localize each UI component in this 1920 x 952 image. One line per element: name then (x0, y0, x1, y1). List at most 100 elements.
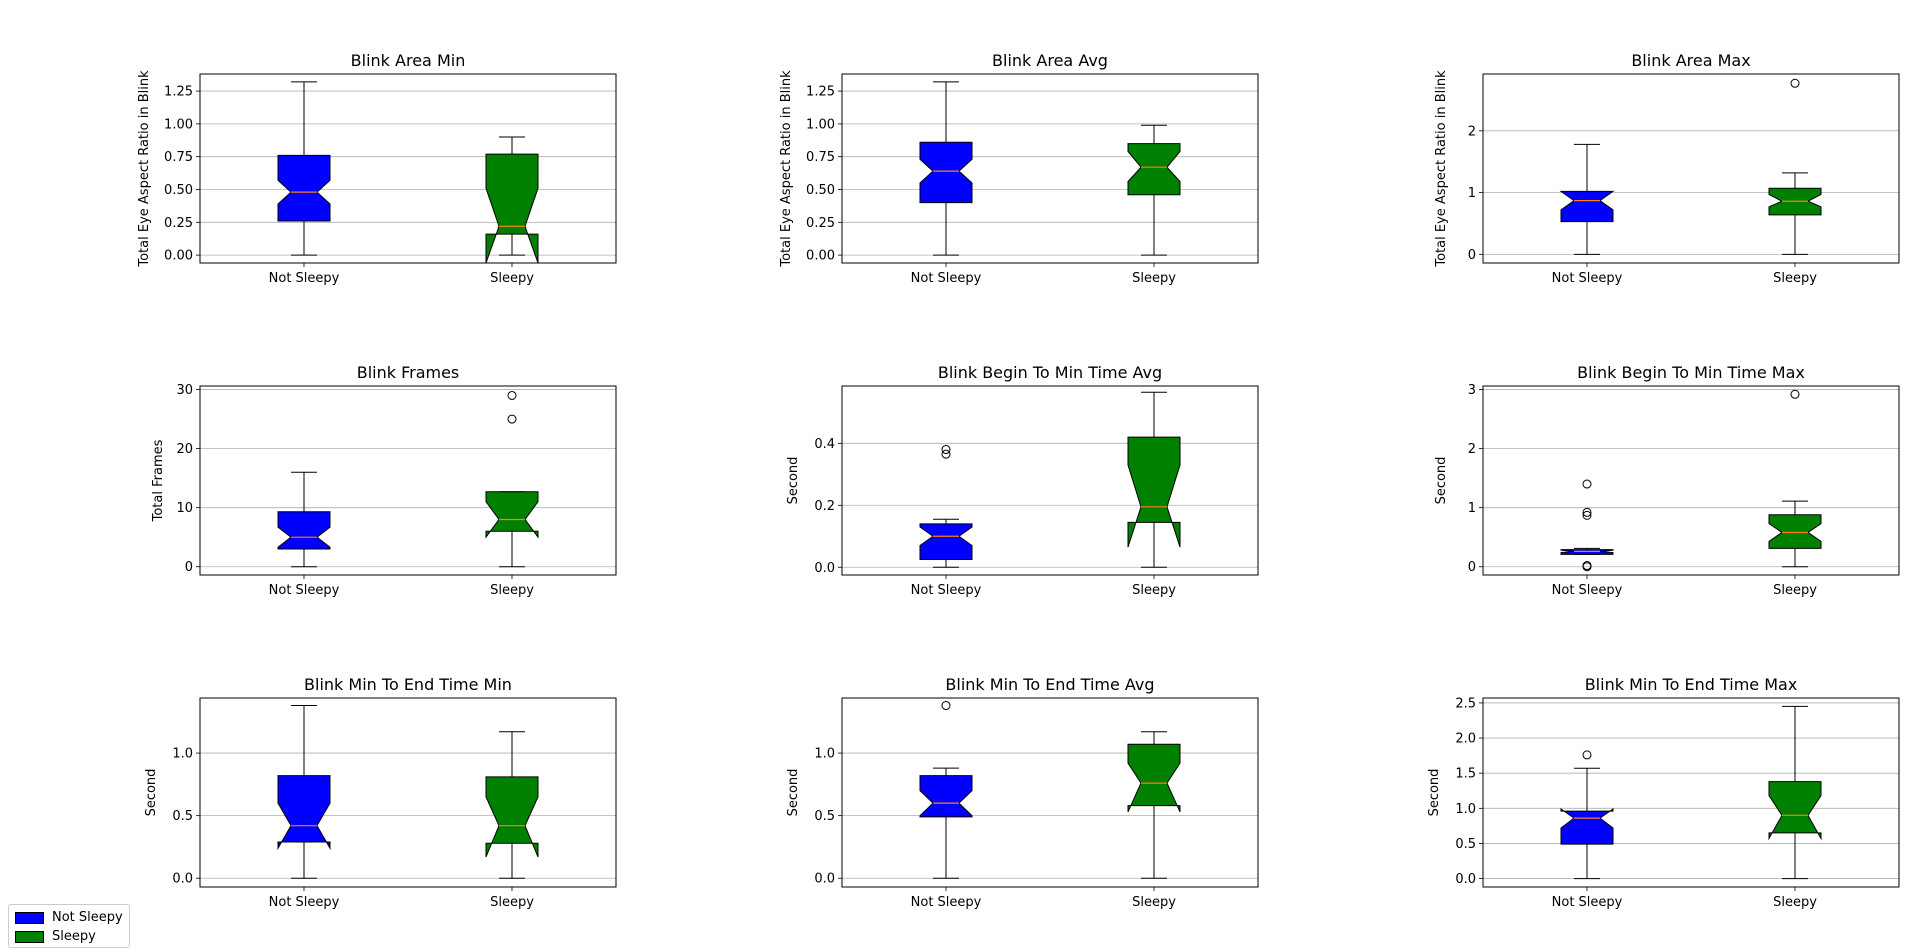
y-tick-label: 0.00 (806, 249, 835, 264)
x-tick-label: Sleepy (1132, 895, 1176, 910)
x-tick-label: Sleepy (490, 271, 534, 286)
y-tick-label: 2.5 (1455, 696, 1476, 711)
legend-swatch-not-sleepy (15, 911, 44, 924)
box-not-sleepy (919, 701, 973, 879)
axes-frame (1482, 697, 1900, 888)
x-tick-label: Not Sleepy (269, 583, 340, 598)
outlier-point (1582, 479, 1592, 489)
y-tick-label: 1.0 (814, 747, 835, 762)
y-tick-label: 1.25 (164, 85, 193, 100)
box-sleepy (1768, 78, 1822, 255)
y-tick-label: 0.0 (814, 561, 835, 576)
box-sleepy (1768, 705, 1822, 880)
axes-frame (1482, 385, 1900, 576)
y-tick-label: 0.5 (1455, 837, 1476, 852)
outlier-point (1790, 389, 1800, 399)
notched-box (485, 776, 539, 858)
y-tick-label: 1 (1468, 186, 1476, 201)
x-tick-label: Not Sleepy (911, 895, 982, 910)
outlier-point (941, 449, 951, 459)
chart-4: 0.0 0.2 0.4 Not Sleepy Sleepy Blink Begin To … (786, 363, 1259, 598)
y-tick-label: 1.5 (1455, 767, 1476, 782)
chart-title: Blink Begin To Min Time Avg (938, 363, 1162, 382)
chart-5: 0 1 2 3 Not Sleepy Sleepy Blink Begin To Min T… (1434, 363, 1900, 598)
x-tick-label: Sleepy (490, 583, 534, 598)
y-tick-label: 0.25 (164, 216, 193, 231)
box-sleepy (1127, 731, 1181, 879)
chart-title: Blink Min To End Time Max (1585, 675, 1798, 694)
notched-box (1560, 808, 1614, 845)
y-tick-label: 0.0 (1455, 872, 1476, 887)
y-tick-label: 1.00 (164, 117, 193, 132)
chart-title: Blink Area Avg (992, 51, 1108, 70)
y-tick-label: 0.0 (172, 872, 193, 887)
chart-title: Blink Min To End Time Min (304, 675, 512, 694)
y-tick-label: 30 (176, 383, 193, 398)
x-tick-label: Sleepy (1773, 583, 1817, 598)
axes-frame (1482, 73, 1900, 264)
y-axis-label: Total Eye Aspect Ratio in Blink (779, 70, 794, 268)
x-tick-label: Not Sleepy (269, 271, 340, 286)
box-sleepy (1768, 389, 1822, 568)
y-axis-label: Second (1427, 769, 1442, 817)
legend-item-not-sleepy: Not Sleepy (15, 908, 123, 927)
box-sleepy (1127, 124, 1181, 256)
y-axis-label: Second (786, 769, 801, 817)
box-not-sleepy (1559, 143, 1615, 255)
x-tick-label: Not Sleepy (1552, 583, 1623, 598)
y-tick-label: 0.2 (814, 499, 835, 514)
x-tick-label: Not Sleepy (269, 895, 340, 910)
box-not-sleepy (277, 705, 331, 879)
notched-box (1127, 743, 1181, 813)
legend: Not Sleepy Sleepy (8, 904, 130, 948)
y-tick-label: 2.0 (1455, 732, 1476, 747)
box-not-sleepy (919, 81, 973, 256)
y-axis-label: Second (786, 457, 801, 505)
chart-title: Blink Area Max (1631, 51, 1750, 70)
y-tick-label: 2 (1468, 124, 1476, 139)
axes-frame (841, 73, 1259, 264)
outlier-point (1790, 78, 1800, 88)
outlier-point (941, 445, 951, 455)
x-tick-label: Sleepy (1773, 271, 1817, 286)
notched-box (1768, 514, 1822, 549)
notched-box (485, 153, 539, 264)
axes-frame (199, 73, 617, 264)
notched-box (1768, 781, 1822, 841)
y-axis-label: Total Eye Aspect Ratio in Blink (137, 70, 152, 268)
chart-title: Blink Min To End Time Avg (945, 675, 1154, 694)
outlier-point (1582, 750, 1592, 760)
chart-2: 0 1 2 Not Sleepy Sleepy Blink Area Max Total E… (1434, 51, 1900, 286)
box-sleepy (485, 390, 539, 568)
x-tick-label: Not Sleepy (1552, 271, 1623, 286)
y-tick-label: 0.25 (806, 216, 835, 231)
notched-box (919, 141, 973, 204)
notched-box (277, 511, 331, 550)
notched-box (1127, 143, 1181, 196)
chart-0: 0.00 0.25 0.50 0.75 1.00 1.25 Not Sleepy Sleepy… (137, 51, 617, 286)
outlier-point (1582, 507, 1592, 517)
y-tick-label: 0.75 (164, 150, 193, 165)
x-tick-label: Sleepy (1132, 271, 1176, 286)
y-tick-label: 1.00 (806, 117, 835, 132)
y-tick-label: 1 (1468, 501, 1476, 516)
y-tick-label: 0.5 (814, 809, 835, 824)
box-not-sleepy (277, 81, 331, 256)
x-tick-label: Not Sleepy (911, 271, 982, 286)
box-sleepy (485, 731, 539, 879)
axes-frame (841, 385, 1259, 576)
notched-box (1127, 436, 1181, 548)
y-tick-label: 1.0 (172, 747, 193, 762)
chart-3: 0 10 20 30 Not Sleepy Sleepy Blink Frames Total… (151, 363, 617, 598)
y-tick-label: 0.5 (172, 809, 193, 824)
chart-8: 0.0 0.5 1.0 1.5 2.0 2.5 Not Sleepy Sleepy Blink … (1427, 675, 1900, 910)
y-axis-label: Total Frames (151, 439, 166, 522)
y-axis-label: Total Eye Aspect Ratio in Blink (1434, 70, 1449, 268)
x-tick-label: Not Sleepy (911, 583, 982, 598)
legend-label-sleepy: Sleepy (52, 929, 96, 944)
y-tick-label: 2 (1468, 442, 1476, 457)
axes-frame (199, 385, 617, 576)
y-tick-label: 0.50 (806, 183, 835, 198)
y-tick-label: 0.4 (814, 437, 835, 452)
